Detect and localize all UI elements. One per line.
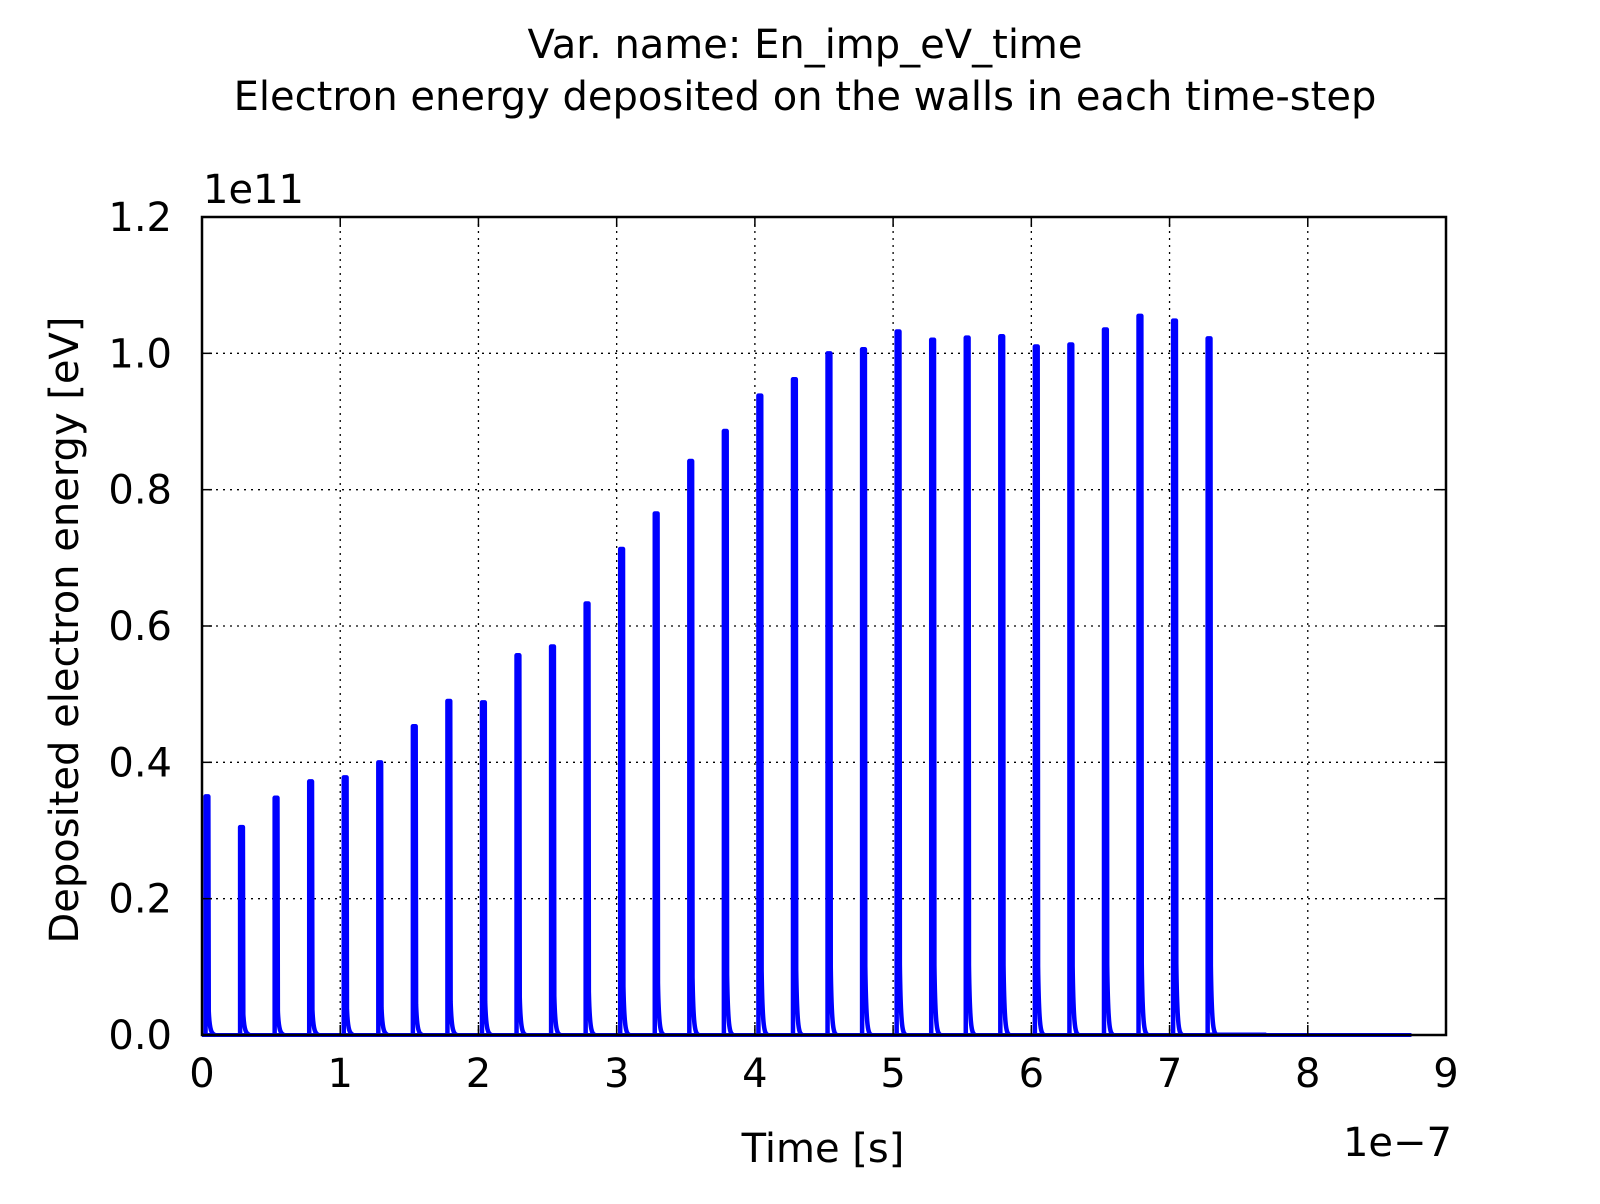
chart-title-line-1: Var. name: En_imp_eV_time (527, 22, 1082, 68)
y-tick-label: 0.2 (108, 877, 172, 923)
y-tick-label: 0.4 (108, 740, 172, 786)
x-tick-label: 3 (604, 1051, 629, 1097)
axis-ticks: 0 1 2 3 4 5 6 7 8 9 0.0 0.2 0.4 0.6 0.8 1.0 1.2 (108, 195, 1458, 1097)
y-offset-label: 1e11 (203, 167, 304, 213)
grid-lines (202, 217, 1446, 1035)
x-tick-label: 2 (466, 1051, 491, 1097)
x-tick-label: 5 (880, 1051, 905, 1097)
x-tick-label: 8 (1295, 1051, 1320, 1097)
x-tick-label: 4 (742, 1051, 767, 1097)
y-tick-label: 0.6 (108, 604, 172, 650)
x-tick-label: 1 (327, 1051, 352, 1097)
x-tick-label: 0 (189, 1051, 214, 1097)
y-tick-label: 1.2 (108, 195, 172, 241)
x-tick-label: 6 (1019, 1051, 1044, 1097)
x-offset-label: 1e−7 (1343, 1120, 1452, 1166)
y-tick-label: 1.0 (108, 331, 172, 377)
y-tick-label: 0.0 (108, 1013, 172, 1059)
chart-title-line-2: Electron energy deposited on the walls i… (234, 74, 1377, 120)
y-axis-label: Deposited electron energy [eV] (42, 316, 88, 943)
x-axis-label: Time [s] (741, 1126, 905, 1172)
x-tick-label: 9 (1433, 1051, 1458, 1097)
x-tick-label: 7 (1157, 1051, 1182, 1097)
y-tick-label: 0.8 (108, 468, 172, 514)
